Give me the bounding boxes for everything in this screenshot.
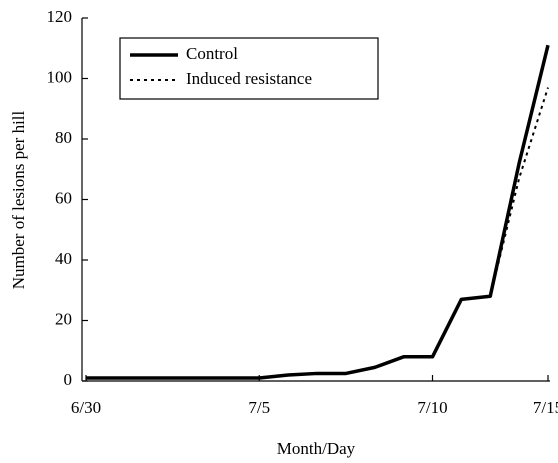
y-tick-label: 40	[55, 249, 72, 268]
x-axis-label: Month/Day	[277, 439, 356, 458]
y-tick-label: 60	[55, 188, 72, 207]
y-tick-label: 80	[55, 128, 72, 147]
legend-box	[119, 37, 379, 100]
line-series	[86, 87, 549, 379]
y-tick-label: 20	[55, 309, 72, 328]
legend-label: Control	[186, 44, 238, 63]
y-tick-label: 100	[47, 67, 73, 86]
y-axis-label: Number of lesions per hill	[9, 110, 28, 289]
x-tick-label: 7/15	[533, 398, 558, 417]
x-tick-label: 6/30	[71, 398, 101, 417]
y-tick-label: 120	[47, 7, 73, 26]
x-tick-label: 7/10	[417, 398, 447, 417]
y-tick-label: 0	[64, 370, 73, 389]
x-tick-label: 7/5	[248, 398, 270, 417]
legend-label: Induced resistance	[186, 69, 312, 88]
